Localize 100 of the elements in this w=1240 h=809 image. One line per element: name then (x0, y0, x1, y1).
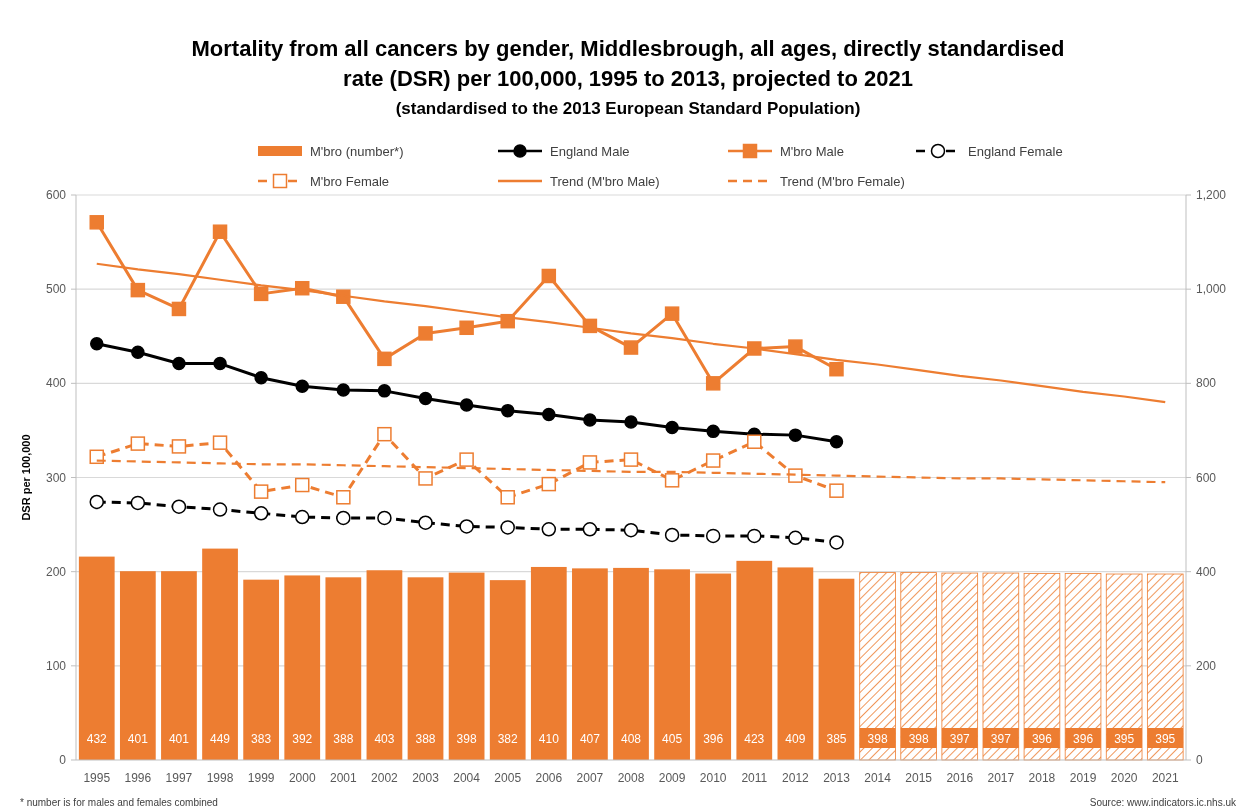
bar (777, 567, 814, 760)
data-label: 382 (497, 732, 519, 746)
data-label: 397 (949, 732, 971, 746)
point (829, 361, 844, 377)
y2-tick-label: 1,200 (1196, 188, 1227, 202)
bar (1105, 573, 1143, 761)
bar (736, 560, 773, 760)
bar (1064, 573, 1102, 761)
y-tick-label: 500 (45, 282, 67, 297)
bar (1146, 573, 1184, 761)
point (294, 509, 310, 525)
point (459, 452, 474, 467)
point (664, 473, 680, 488)
legend-label: M'bro (number*) (310, 144, 404, 159)
bar (572, 568, 608, 760)
point (541, 268, 557, 284)
point (253, 286, 269, 302)
x-tick-label: 1996 (124, 771, 152, 785)
bar (530, 566, 567, 760)
data-label: 398 (908, 732, 929, 746)
point (582, 522, 598, 537)
point (418, 471, 433, 486)
bar (78, 556, 115, 760)
point (459, 398, 474, 412)
point (500, 403, 515, 418)
point (541, 476, 557, 492)
point (377, 384, 392, 398)
bar (695, 573, 732, 760)
point (336, 383, 351, 397)
data-label: 396 (1031, 732, 1053, 746)
x-tick-label: 1999 (247, 771, 275, 785)
point (788, 428, 803, 442)
data-label: 423 (744, 732, 765, 746)
point (254, 370, 268, 385)
point (89, 494, 104, 510)
point (418, 515, 433, 530)
x-tick-label: 2013 (823, 771, 851, 785)
point (171, 499, 187, 514)
x-tick-label: 2020 (1110, 771, 1138, 785)
data-label: 383 (251, 732, 272, 746)
point (500, 490, 515, 505)
point (664, 527, 680, 543)
bar (407, 577, 444, 760)
point (829, 434, 844, 449)
x-tick-label: 2016 (946, 771, 974, 785)
point (705, 453, 721, 468)
legend-label: Trend (M'bro Male) (550, 174, 660, 189)
x-tick-label: 2012 (782, 771, 810, 785)
data-label: 397 (990, 732, 1012, 746)
data-label: 398 (867, 732, 888, 746)
data-label: 432 (86, 732, 108, 746)
point (336, 289, 351, 304)
point (130, 495, 146, 511)
y-tick-label: 600 (45, 188, 67, 202)
x-tick-label: 1997 (165, 771, 193, 785)
point (623, 452, 639, 467)
bar (818, 578, 855, 760)
data-label: 392 (292, 732, 313, 746)
data-label: 449 (210, 732, 231, 746)
bar (613, 567, 649, 760)
x-tick-label: 2001 (329, 771, 357, 785)
bar (900, 572, 937, 761)
x-tick-label: 1995 (83, 771, 111, 785)
point (624, 415, 638, 429)
point (665, 420, 679, 435)
data-label: 396 (1073, 732, 1094, 746)
point (130, 282, 146, 298)
bar (119, 571, 156, 760)
y-tick-label: 200 (45, 564, 67, 579)
data-label: 403 (374, 732, 395, 746)
x-tick-label: 2000 (288, 771, 316, 785)
data-label: 395 (1155, 732, 1176, 746)
point (582, 455, 598, 470)
point (336, 490, 351, 505)
y-tick-label: 0 (59, 753, 67, 767)
x-tick-label: 2010 (699, 771, 727, 785)
x-tick-label: 2009 (658, 771, 686, 785)
y-tick-label: 400 (45, 376, 67, 391)
point (294, 477, 310, 493)
chart-subtitle: (standardised to the 2013 European Standard Population) (395, 99, 861, 118)
point (377, 426, 392, 442)
point (212, 435, 228, 450)
data-label: 409 (785, 732, 806, 746)
point (542, 407, 556, 422)
point (459, 320, 474, 336)
bar (1023, 573, 1061, 761)
x-tick-label: 2006 (535, 771, 563, 785)
point (788, 339, 803, 354)
point (583, 413, 597, 427)
x-tick-label: 2004 (453, 771, 481, 785)
point (829, 483, 844, 498)
point (418, 391, 433, 406)
bar (243, 579, 280, 760)
point (90, 337, 104, 351)
y-tick-label: 300 (45, 470, 67, 485)
point (705, 376, 721, 391)
data-label: 408 (620, 732, 642, 746)
chart-title: Mortality from all cancers by gender, Middlesbrough, all ages, directly standardised rate (DSR) per 100,000, 1995 to 2013, projected to 2021 (191, 36, 1065, 91)
bar (982, 572, 1020, 761)
text: * number is for males and females combined (20, 797, 218, 808)
